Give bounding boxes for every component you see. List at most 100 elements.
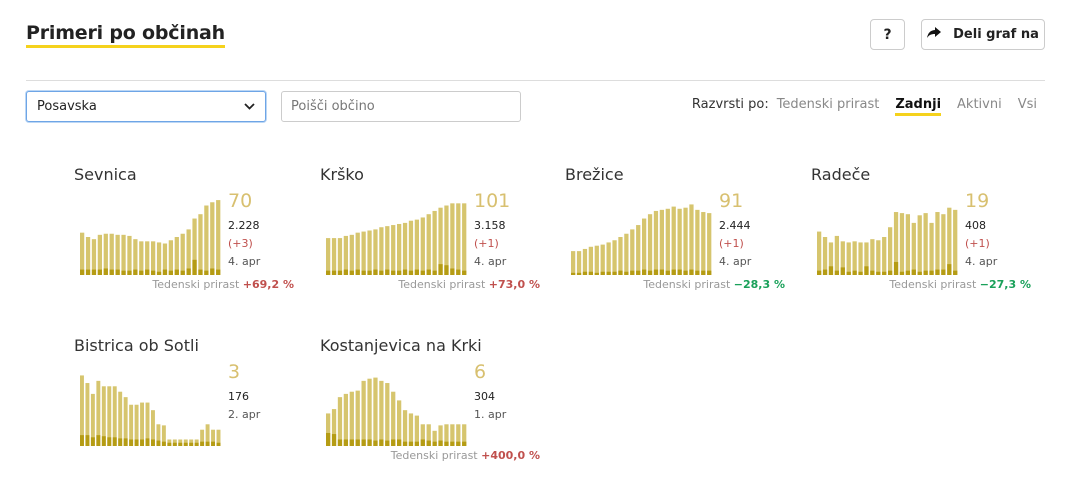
- last-date: 2. apr: [228, 408, 261, 421]
- bar: [162, 243, 168, 275]
- bar-daily: [397, 439, 402, 446]
- bar-daily: [216, 269, 221, 275]
- bar-daily: [379, 439, 384, 446]
- sort-option-all[interactable]: Vsi: [1017, 97, 1037, 112]
- bar-daily: [695, 270, 700, 275]
- municipality-card[interactable]: Radeče 19 408 (+1) 4. apr Tedenski prira…: [811, 165, 1031, 300]
- bar: [689, 204, 694, 275]
- municipality-card[interactable]: Sevnica 70 2.228 (+3) 4. apr Tedenski pr…: [74, 165, 294, 300]
- weekly-growth-label: Tedenski prirast: [390, 449, 478, 462]
- bar-daily: [408, 441, 414, 446]
- municipality-card[interactable]: Kostanjevica na Krki 6 304 1. apr Tedens…: [320, 336, 540, 471]
- bar-daily: [151, 439, 155, 446]
- bar-daily: [343, 439, 349, 446]
- bar: [618, 237, 623, 275]
- bar-daily: [870, 270, 875, 275]
- bar: [391, 225, 396, 275]
- total-cases: 408: [965, 219, 986, 232]
- bar: [822, 237, 828, 275]
- bar-daily: [618, 270, 623, 275]
- bar: [923, 213, 928, 275]
- bar-daily: [456, 269, 461, 275]
- bar-daily: [397, 270, 402, 275]
- sort-option-latest[interactable]: Zadnji: [895, 97, 942, 116]
- bar: [200, 429, 205, 446]
- municipality-card[interactable]: Krško 101 3.158 (+1) 4. apr Tedenski pri…: [320, 165, 540, 300]
- bar: [118, 391, 123, 446]
- bar: [677, 208, 682, 275]
- bar: [624, 233, 629, 275]
- bar-daily: [893, 261, 899, 275]
- help-button[interactable]: ?: [870, 19, 905, 50]
- bar: [929, 222, 934, 275]
- bar-daily: [582, 271, 588, 275]
- bar-daily: [134, 439, 139, 446]
- bar-daily: [899, 271, 905, 275]
- bar: [379, 227, 384, 275]
- bar: [397, 400, 402, 446]
- bar-daily: [216, 442, 221, 446]
- bar: [426, 424, 431, 446]
- bar: [438, 425, 443, 446]
- bar-daily: [168, 270, 174, 275]
- bar-daily: [450, 441, 455, 446]
- bar: [846, 242, 851, 275]
- bar-daily: [683, 270, 688, 275]
- municipality-card[interactable]: Bistrica ob Sotli 3 176 2. apr: [74, 336, 294, 471]
- bar-daily: [647, 270, 653, 275]
- bar-daily: [391, 439, 396, 446]
- bar: [109, 233, 114, 275]
- bar: [408, 220, 414, 275]
- bar: [852, 241, 857, 275]
- bar-daily: [90, 437, 95, 446]
- bar: [707, 213, 712, 275]
- bar: [326, 238, 331, 275]
- sort-option-active[interactable]: Aktivni: [957, 97, 1002, 112]
- bar: [349, 234, 354, 275]
- bar: [402, 222, 408, 275]
- bar-daily: [462, 441, 467, 446]
- municipality-search-input[interactable]: [281, 91, 521, 122]
- share-label: Deli graf na: [953, 27, 1039, 42]
- share-button[interactable]: Deli graf na: [921, 19, 1045, 50]
- bar: [414, 415, 420, 446]
- bar: [456, 203, 461, 275]
- bar-daily: [189, 442, 194, 446]
- municipality-card[interactable]: Brežice 91 2.444 (+1) 4. apr Tedenski pr…: [565, 165, 785, 300]
- bar: [331, 238, 337, 275]
- bar: [432, 210, 437, 275]
- bar: [671, 206, 676, 275]
- bar-daily: [85, 435, 90, 446]
- sort-option-weekly-growth[interactable]: Tedenski prirast: [776, 97, 880, 112]
- region-select[interactable]: Posavska: [26, 91, 266, 122]
- weekly-growth-label: Tedenski prirast: [398, 278, 486, 291]
- sort-bar: Razvrsti po: Tedenski prirast Zadnji Akt…: [692, 97, 1037, 116]
- bar: [840, 241, 845, 275]
- bar: [361, 231, 366, 275]
- bar-daily: [828, 266, 834, 275]
- bar: [870, 239, 875, 275]
- bar: [174, 237, 179, 275]
- bar-daily: [101, 436, 106, 446]
- bar: [420, 424, 425, 446]
- bar-daily: [343, 269, 349, 275]
- bar-daily: [911, 269, 916, 275]
- bar-daily: [840, 267, 845, 275]
- bar-daily: [594, 272, 599, 275]
- municipality-name: Bistrica ob Sotli: [74, 336, 199, 355]
- bar: [594, 245, 599, 275]
- bar: [373, 229, 378, 275]
- help-label: ?: [883, 26, 892, 43]
- bar: [85, 237, 91, 275]
- bar-daily: [355, 439, 360, 446]
- bar: [935, 212, 940, 275]
- bar: [947, 207, 952, 275]
- bar-daily: [905, 270, 911, 275]
- chevron-down-icon: [244, 99, 255, 114]
- bar: [85, 383, 90, 446]
- bar: [917, 215, 922, 275]
- bar-daily: [600, 271, 605, 275]
- bar-daily: [96, 435, 101, 446]
- bar-daily: [636, 270, 641, 275]
- daily-delta: (+1): [719, 237, 744, 250]
